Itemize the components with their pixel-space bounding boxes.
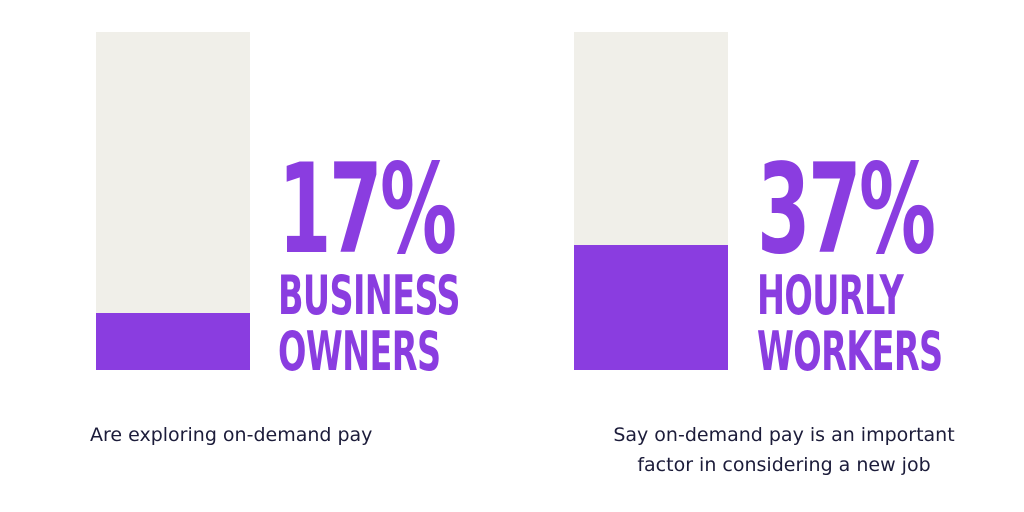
value-label: 17%: [278, 138, 457, 282]
category-label: HOURLY WORKERS: [757, 264, 943, 383]
caption: Say on-demand pay is an important factor…: [613, 424, 955, 476]
bar: [574, 244, 728, 370]
bar: [96, 312, 250, 370]
caption: Are exploring on-demand pay: [90, 424, 373, 446]
value-label: 37%: [757, 138, 936, 282]
category-label: BUSINESS OWNERS: [278, 264, 461, 383]
